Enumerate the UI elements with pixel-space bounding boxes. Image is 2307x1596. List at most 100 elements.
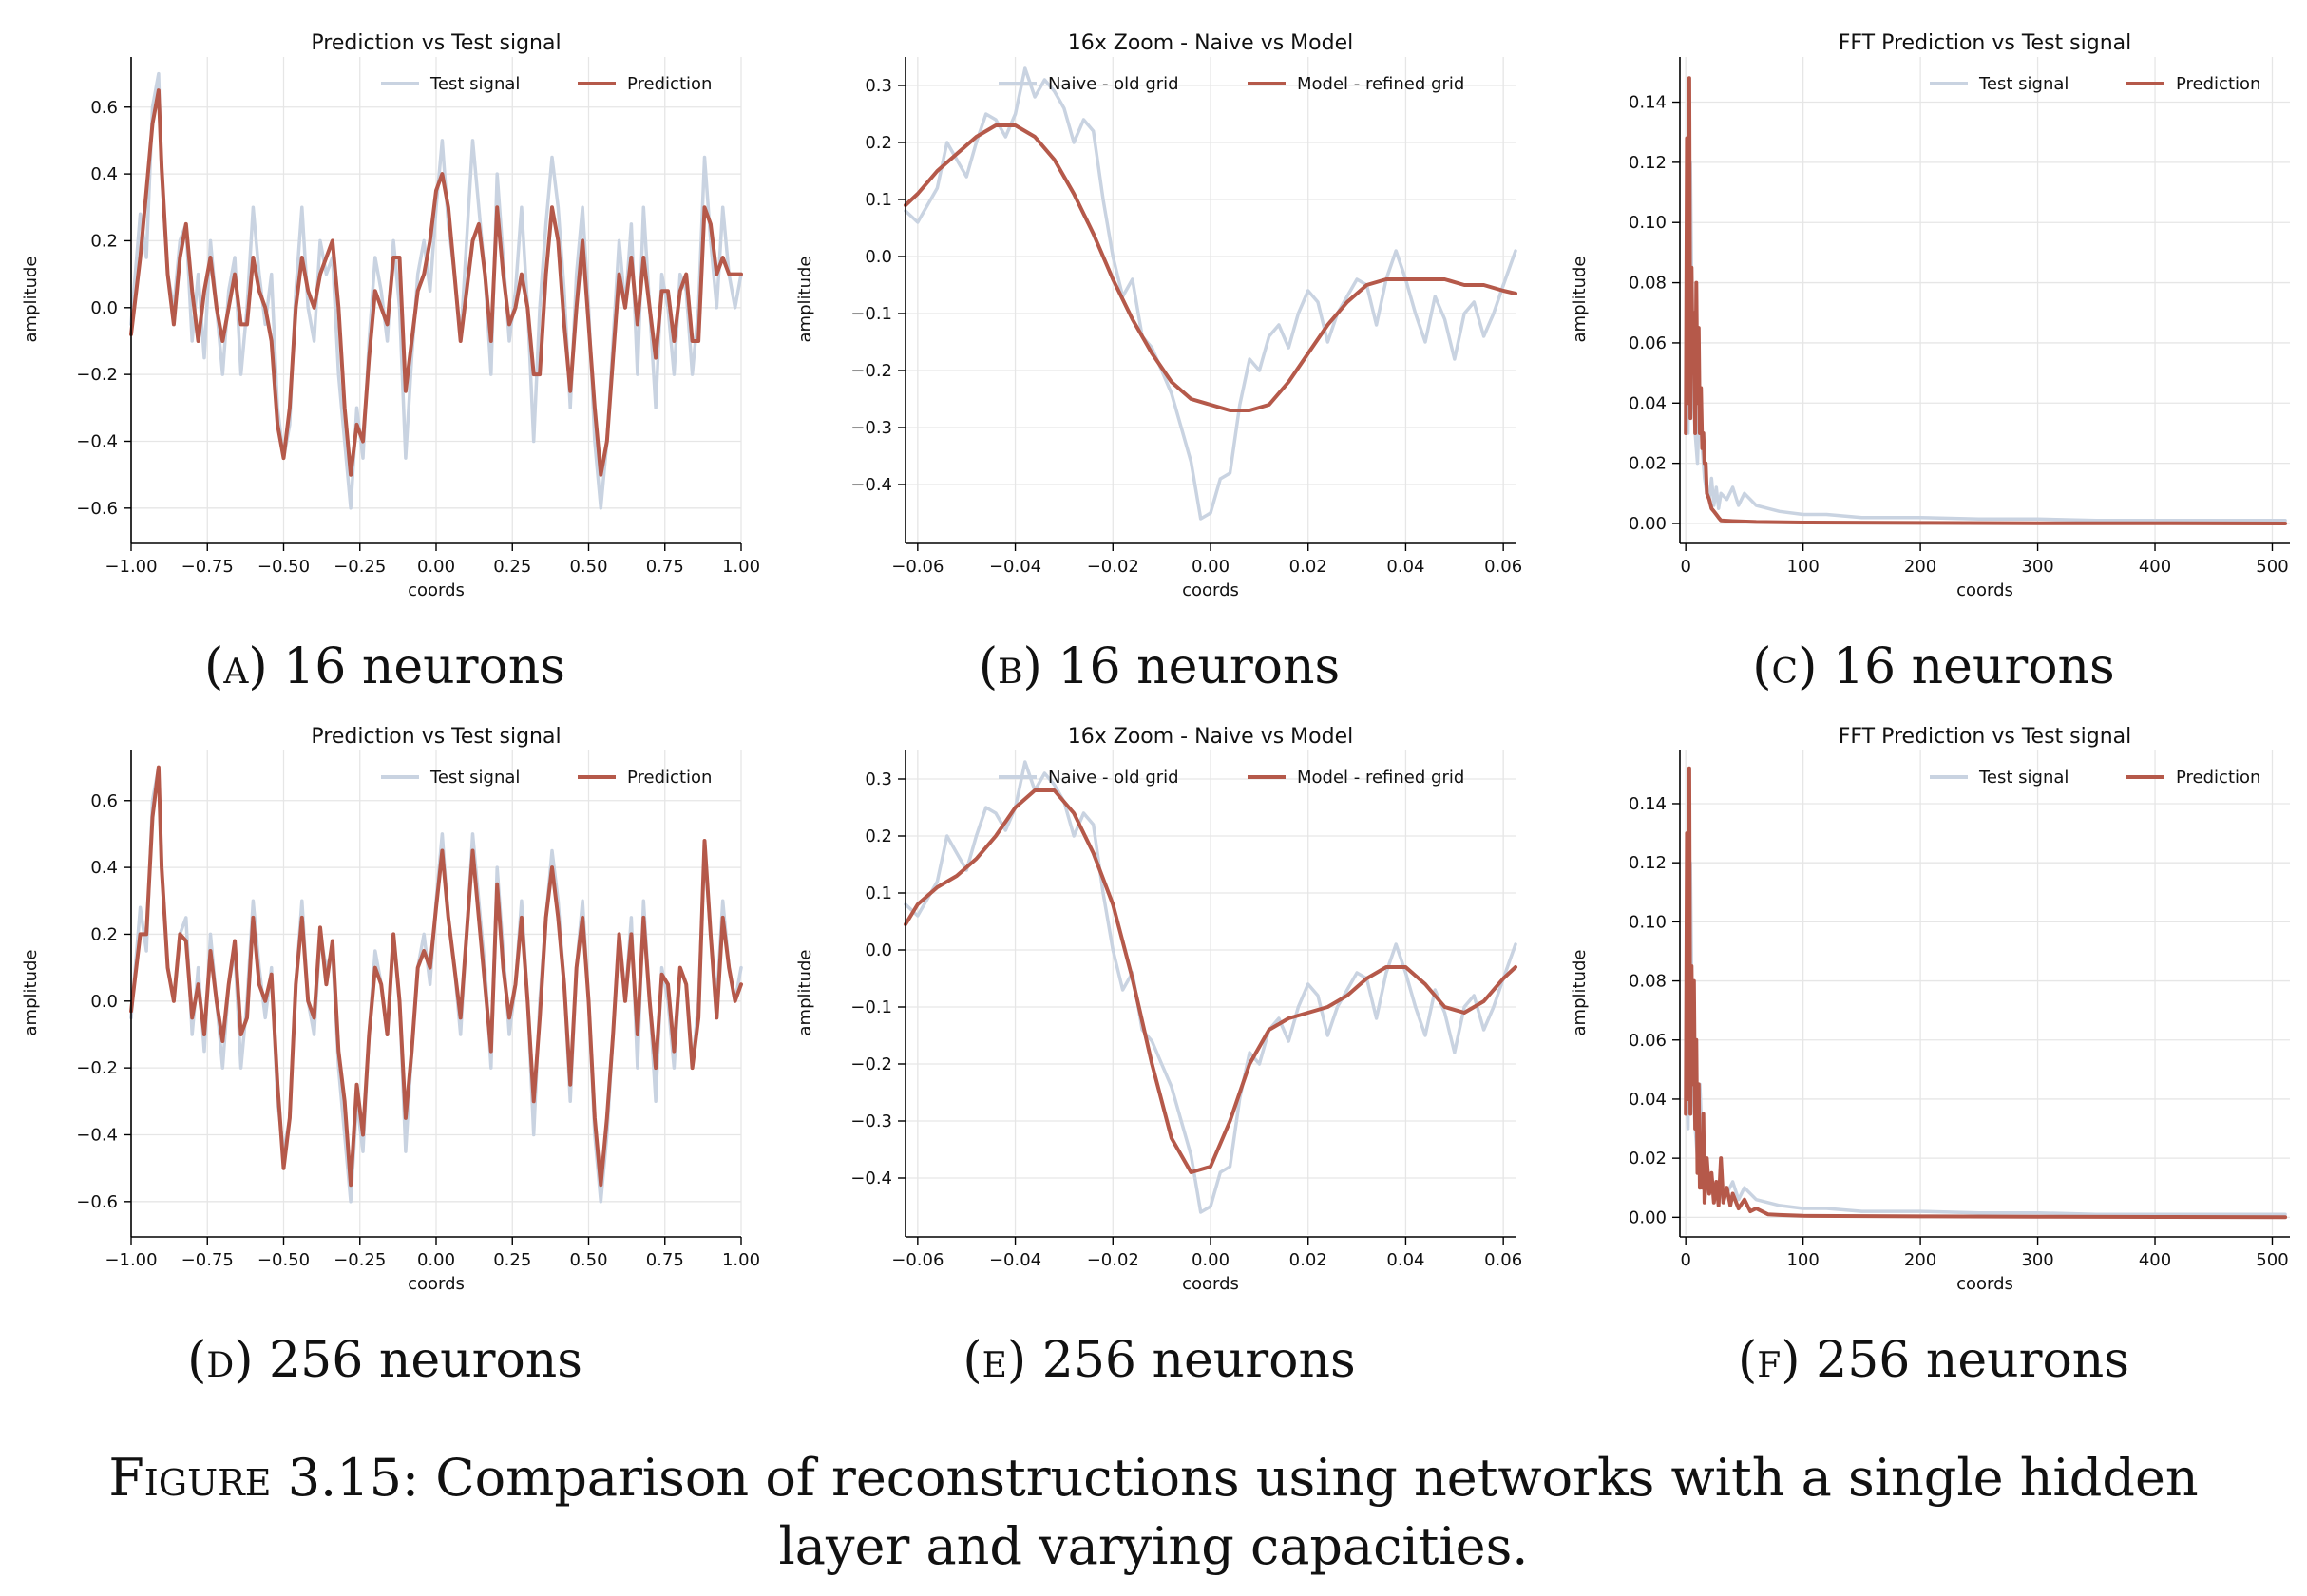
x-tick-label: −0.06 <box>891 1250 944 1270</box>
y-tick-label: 0.6 <box>90 791 118 811</box>
y-tick-label: −0.3 <box>850 418 892 438</box>
y-tick-label: 0.4 <box>90 164 118 184</box>
x-tick-label: 300 <box>2021 557 2053 577</box>
chart-title: Prediction vs Test signal <box>311 31 561 55</box>
x-tick-label: −0.50 <box>257 1250 310 1270</box>
x-tick-label: 0.04 <box>1386 557 1424 577</box>
y-tick-label: 0.00 <box>1629 1207 1667 1227</box>
y-tick-label: 0.02 <box>1629 1149 1667 1168</box>
chart-svg: −1.00 −0.75 −0.50 −0.25 0.00 0.25 0.50 0.75 1.00… <box>21 31 760 600</box>
x-tick-label: −1.00 <box>105 1250 157 1270</box>
subcaption-text: 256 neurons <box>269 1332 582 1389</box>
subcaption-letter: (f) <box>1738 1332 1801 1389</box>
y-tick-label: 0.08 <box>1629 274 1667 294</box>
x-tick-label: 0.00 <box>417 1250 455 1270</box>
subcaption-letter: (a) <box>204 638 268 695</box>
y-tick-label: −0.3 <box>850 1112 892 1131</box>
chart-svg: −0.06 −0.04 −0.02 0.00 0.02 0.04 0.06 −0.4 −0.3 −… <box>795 725 1522 1294</box>
y-tick-label: 0.04 <box>1629 393 1667 413</box>
x-tick-label: 200 <box>1904 557 1936 577</box>
x-tick-label: −0.02 <box>1087 1250 1139 1270</box>
x-axis-label: coords <box>408 1274 465 1294</box>
legend-label: Prediction <box>627 768 712 788</box>
series-line-prediction <box>1684 766 2288 1220</box>
y-tick-label: 0.2 <box>90 231 118 251</box>
y-tick-label: 0.2 <box>90 924 118 944</box>
x-axis-label: coords <box>1956 580 2013 600</box>
y-axis-label: amplitude <box>795 950 815 1036</box>
subcaption-letter: (b) <box>978 638 1042 695</box>
subcaption-c: (c) 16 neurons <box>1563 638 2304 695</box>
y-tick-label: −0.2 <box>850 361 892 381</box>
y-tick-label: 0.10 <box>1629 213 1667 233</box>
x-tick-label: −1.00 <box>105 557 157 577</box>
x-tick-label: −0.04 <box>989 557 1041 577</box>
chart-title: 16x Zoom - Naive vs Model <box>1068 31 1353 55</box>
legend-label: Prediction <box>627 74 712 94</box>
x-tick-label: −0.02 <box>1087 557 1139 577</box>
x-tick-label: 1.00 <box>722 1250 760 1270</box>
y-tick-label: −0.1 <box>850 304 892 324</box>
x-tick-label: 0.00 <box>1192 557 1230 577</box>
x-tick-label: 0.25 <box>493 1250 531 1270</box>
x-axis-label: coords <box>408 580 465 600</box>
y-tick-label: −0.4 <box>850 475 892 495</box>
legend-label: Model - refined grid <box>1297 74 1464 94</box>
subcaption-text: 16 neurons <box>1058 638 1341 695</box>
x-tick-label: 0.00 <box>1192 1250 1230 1270</box>
chart-panel-a: −1.00 −0.75 −0.50 −0.25 0.00 0.25 0.50 0.75 1.00… <box>0 19 760 600</box>
y-tick-label: −0.4 <box>850 1168 892 1188</box>
y-tick-label: 0.02 <box>1629 454 1667 474</box>
legend-label: Naive - old grid <box>1048 768 1179 788</box>
y-tick-label: 0.14 <box>1629 794 1667 814</box>
chart-title: 16x Zoom - Naive vs Model <box>1068 725 1353 749</box>
y-tick-label: 0.1 <box>865 190 892 210</box>
y-axis-label: amplitude <box>21 950 41 1036</box>
x-tick-label: 500 <box>2256 1250 2288 1270</box>
y-tick-label: 0.06 <box>1629 333 1667 353</box>
x-tick-label: 0.75 <box>646 557 684 577</box>
x-tick-label: 100 <box>1786 557 1819 577</box>
y-tick-label: 0.08 <box>1629 972 1667 992</box>
subcaption-e: (e) 256 neurons <box>789 1332 1530 1389</box>
y-tick-label: −0.4 <box>76 431 118 451</box>
series-line-prediction <box>129 765 743 1188</box>
y-tick-label: 0.10 <box>1629 912 1667 932</box>
x-tick-label: 400 <box>2139 1250 2171 1270</box>
x-tick-label: 0.25 <box>493 557 531 577</box>
x-tick-label: −0.75 <box>181 1250 234 1270</box>
subcaption-text: 256 neurons <box>1041 1332 1356 1389</box>
y-axis-label: amplitude <box>795 256 815 343</box>
chart-title: FFT Prediction vs Test signal <box>1839 31 2132 55</box>
x-axis-label: coords <box>1182 580 1239 600</box>
chart-svg: 0 100 200 300 400 500 0.00 0.02 0.04 0.06 0.08 0.10… <box>1570 725 2290 1294</box>
x-axis-label: coords <box>1956 1274 2013 1294</box>
x-tick-label: 0 <box>1680 557 1690 577</box>
legend-label: Test signal <box>429 768 520 788</box>
y-axis-label: amplitude <box>1570 950 1590 1036</box>
x-tick-label: 0.04 <box>1386 1250 1424 1270</box>
y-tick-label: −0.1 <box>850 998 892 1017</box>
y-tick-label: 0.4 <box>90 858 118 878</box>
figure-label: Figure 3.15: <box>108 1448 420 1508</box>
legend-label: Test signal <box>429 74 520 94</box>
series-line-prediction <box>1684 76 2288 525</box>
legend-label: Prediction <box>2176 74 2260 94</box>
y-tick-label: 0.2 <box>865 826 892 846</box>
series-line-test <box>904 760 1517 1214</box>
y-tick-label: 0.3 <box>865 76 892 96</box>
series-line-prediction <box>904 788 1517 1174</box>
x-tick-label: 1.00 <box>722 557 760 577</box>
x-tick-label: −0.25 <box>334 557 386 577</box>
series-line-test <box>904 66 1517 521</box>
y-tick-label: −0.2 <box>76 1058 118 1078</box>
y-tick-label: 0.6 <box>90 98 118 118</box>
y-tick-label: −0.6 <box>76 1192 118 1212</box>
subcaption-a: (a) 16 neurons <box>14 638 755 695</box>
y-tick-label: 0.12 <box>1629 153 1667 173</box>
chart-panel-b: −0.06 −0.04 −0.02 0.00 0.02 0.04 0.06 −0.4 −0.3 −… <box>774 19 1522 600</box>
series-line-test <box>1684 161 2287 522</box>
subcaption-text: 16 neurons <box>283 638 565 695</box>
x-tick-label: −0.04 <box>989 1250 1041 1270</box>
subcaption-text: 256 neurons <box>1816 1332 2129 1389</box>
